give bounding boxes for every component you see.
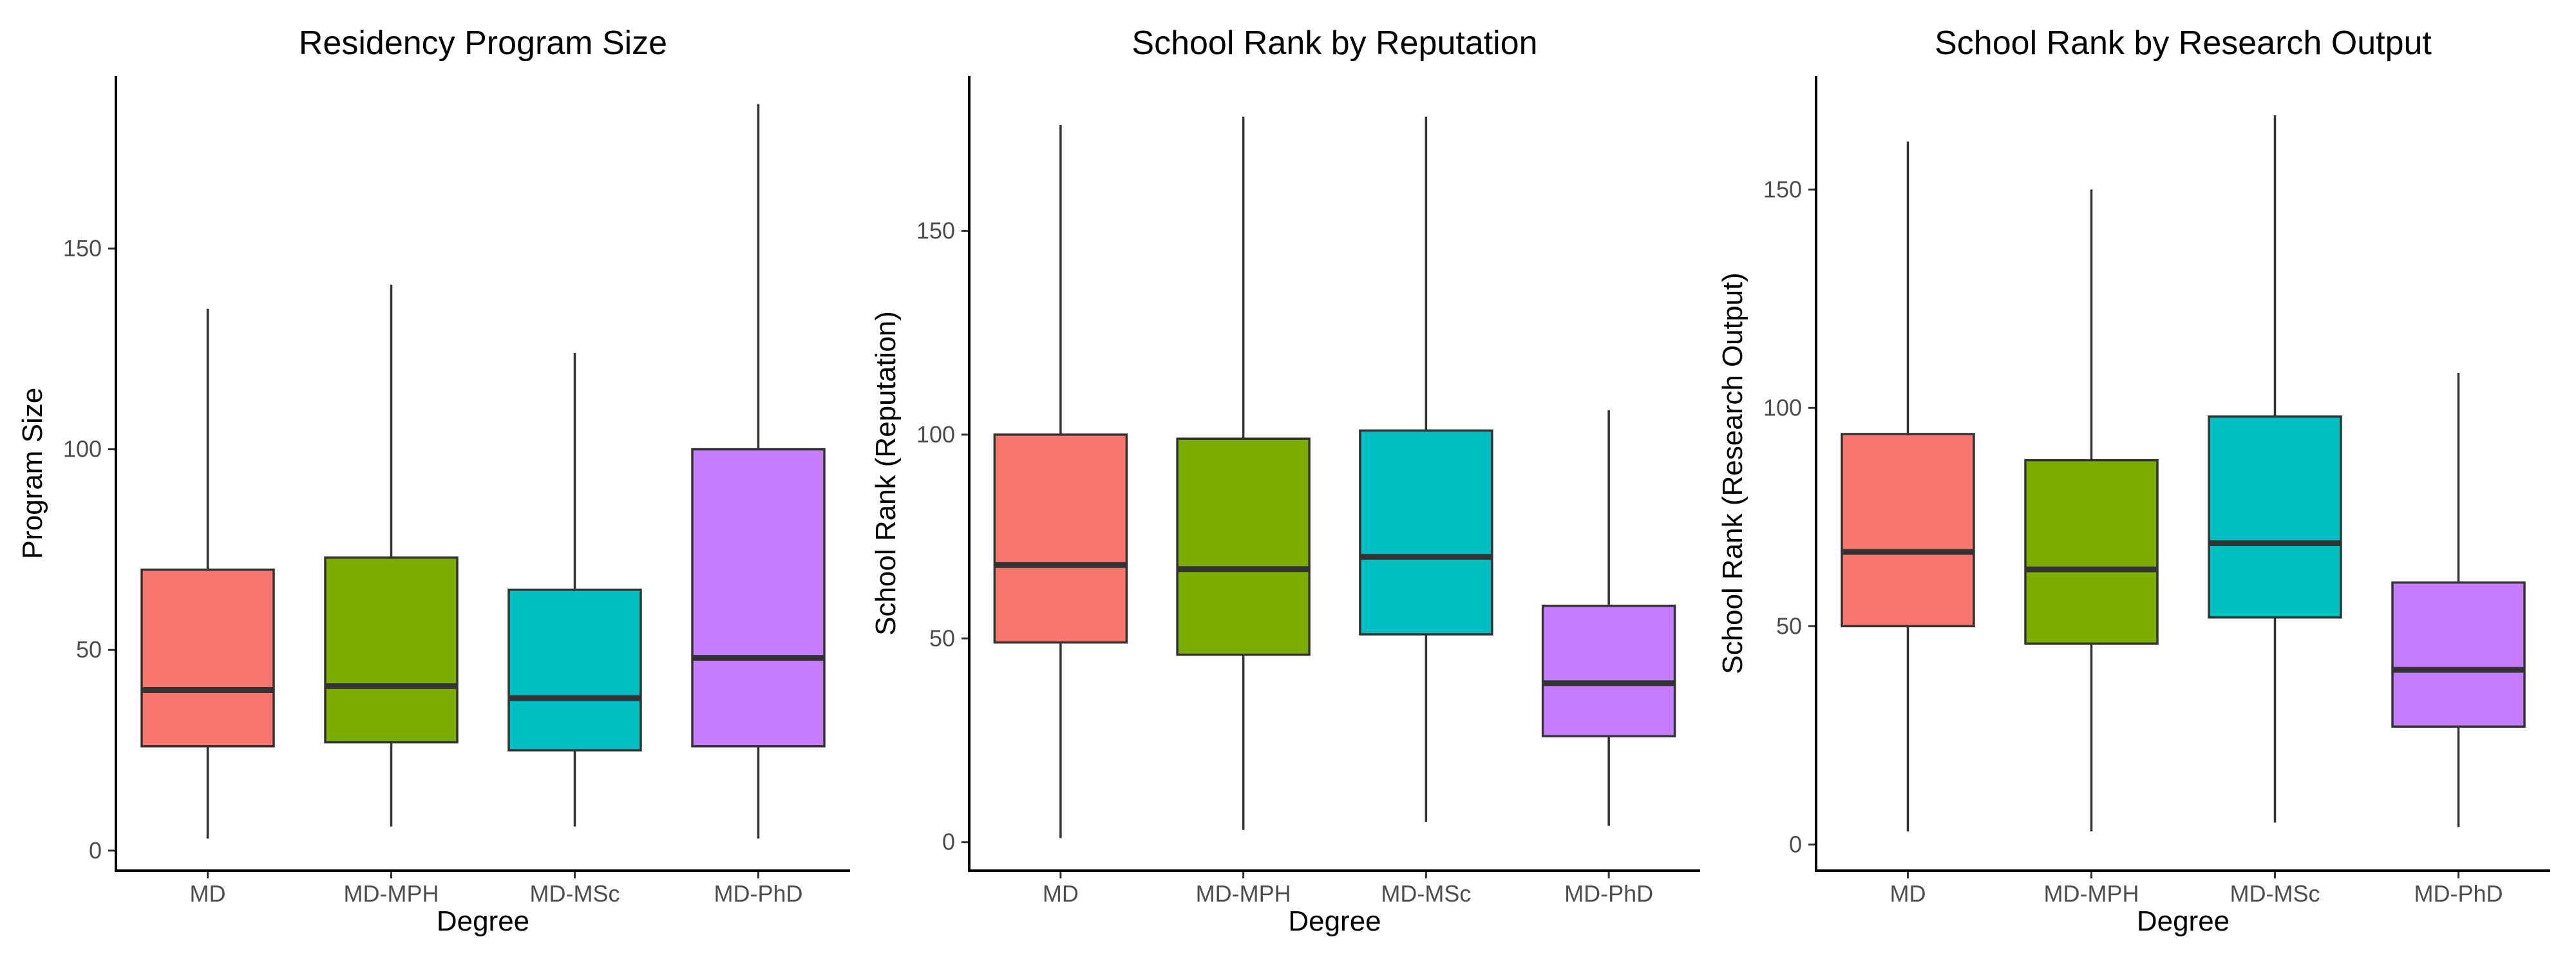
box-md [993, 124, 1128, 838]
box-md-phd [2391, 373, 2526, 828]
iqr-box [993, 433, 1128, 644]
y-tick-label: 150 [1763, 176, 1802, 202]
x-axis-title: Degree [1288, 905, 1381, 937]
chart-panel-2: School Rank by Reputation School Rank (Re… [870, 24, 1700, 937]
iqr-box [140, 568, 275, 748]
iqr-box [1841, 433, 1975, 628]
y-axis-title: School Rank (Reputation) [870, 311, 902, 636]
iqr-box [507, 588, 642, 752]
x-axis-title: Degree [437, 905, 529, 937]
chart-title: School Rank by Reputation [1132, 24, 1537, 62]
y-tick-label: 100 [916, 421, 955, 448]
y-tick-label: 150 [916, 217, 955, 243]
iqr-box [1176, 437, 1311, 656]
iqr-box [691, 448, 826, 748]
y-tick-label: 50 [929, 625, 955, 651]
x-axis-title: Degree [2137, 905, 2230, 937]
y-axis-title: Program Size [17, 388, 48, 560]
y-tick-label: 100 [1763, 394, 1802, 421]
box-md-mph [324, 285, 459, 827]
y-tick-label: 0 [942, 829, 955, 855]
iqr-box [1359, 429, 1493, 636]
x-tick-label: MD [190, 880, 226, 907]
iqr-box [2024, 459, 2159, 645]
x-tick-label: MD-PhD [714, 880, 802, 907]
y-tick-label: 0 [1789, 831, 1802, 857]
x-tick-label: MD-MSc [1381, 880, 1471, 907]
iqr-box [324, 556, 459, 744]
y-tick-label: 50 [1776, 612, 1802, 639]
x-tick-label: MD-MSc [2230, 880, 2320, 907]
x-tick-label: MD [1043, 880, 1079, 907]
iqr-box [1541, 604, 1676, 737]
y-axis-title: School Rank (Research Output) [1717, 272, 1748, 674]
iqr-box [2391, 581, 2526, 728]
x-tick-label: MD-MPH [1196, 880, 1291, 907]
x-tick-label: MD-MPH [2044, 880, 2139, 907]
y-tick-label: 0 [89, 837, 102, 864]
chart-panel-1: Residency Program Size Program Size Degree… [17, 24, 850, 937]
x-tick-label: MD-MPH [344, 880, 439, 907]
chart-title: Residency Program Size [299, 24, 667, 62]
x-tick-label: MD-PhD [1564, 880, 1653, 907]
y-tick-label: 150 [63, 235, 102, 261]
y-tick-label: 50 [76, 636, 102, 663]
x-tick-label: MD-MSc [530, 880, 620, 907]
box-md-msc [1359, 117, 1493, 822]
box-md-msc [507, 353, 642, 827]
x-tick-label: MD-PhD [2414, 880, 2503, 907]
chart-title: School Rank by Research Output [1935, 24, 2432, 62]
box-md [140, 308, 275, 839]
box-md-msc [2208, 115, 2342, 823]
box-md-phd [1541, 410, 1676, 826]
box-md-mph [2024, 189, 2159, 831]
iqr-box [2208, 415, 2342, 619]
chart-panel-3: School Rank by Research Output School Ran… [1717, 24, 2550, 937]
box-md-phd [691, 104, 826, 839]
box-md-mph [1176, 117, 1311, 830]
box-md [1841, 141, 1975, 831]
x-tick-label: MD [1890, 880, 1926, 907]
y-tick-label: 100 [63, 436, 102, 462]
